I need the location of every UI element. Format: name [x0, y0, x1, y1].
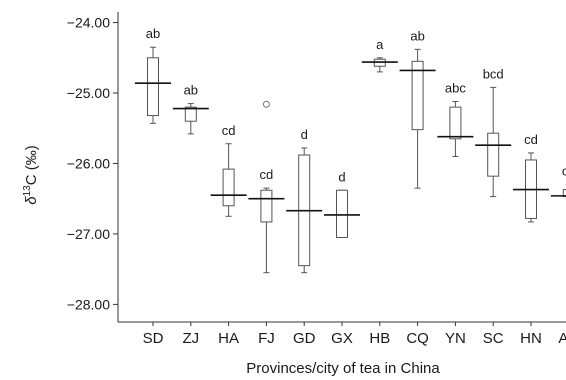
- box-hb: a: [361, 37, 398, 73]
- significance-letter: cd: [222, 123, 236, 138]
- y-tick-label: −26.00: [67, 155, 110, 171]
- significance-letter: ab: [146, 26, 160, 41]
- x-tick-label-fj: FJ: [258, 330, 275, 347]
- box-gd: d: [286, 127, 323, 274]
- box-ah: cd: [550, 164, 566, 200]
- box-gx: d: [324, 169, 360, 238]
- box-yn: abc: [437, 80, 474, 157]
- plot-area: ab ab cd cd d d a ab abc bcd cd cd: [135, 26, 566, 274]
- x-tick-label-gd: GD: [293, 330, 316, 347]
- box-zj: ab: [172, 83, 209, 135]
- x-tick-label-ha: HA: [218, 330, 239, 347]
- significance-letter: bcd: [483, 66, 504, 81]
- box-hn: cd: [513, 132, 549, 223]
- iqr-box: [184, 106, 197, 122]
- iqr-box: [487, 132, 500, 177]
- y-axis: −24.00 −25.00 −26.00 −27.00 −28.00: [67, 15, 118, 312]
- box-fj: cd: [248, 100, 285, 274]
- x-tick-label-yn: YN: [445, 330, 466, 347]
- iqr-box: [336, 189, 348, 238]
- significance-letter: a: [376, 37, 384, 52]
- x-tick-label-ah: AH: [558, 330, 566, 347]
- x-tick-label-sc: SC: [483, 330, 504, 347]
- x-axis-title: Provinces/city of tea in China: [246, 360, 440, 377]
- box-ha: cd: [210, 123, 247, 217]
- x-axis: SD ZJ HA FJ GD GX HB CQ YN SC HN AH: [143, 322, 566, 347]
- x-tick-label-zj: ZJ: [182, 330, 199, 347]
- iqr-box: [562, 189, 566, 198]
- iqr-box: [222, 168, 235, 207]
- box-sd: ab: [135, 26, 171, 124]
- x-tick-label-hb: HB: [369, 330, 390, 347]
- significance-letter: cd: [524, 132, 538, 147]
- iqr-box: [260, 189, 273, 223]
- x-tick-label-cq: CQ: [406, 330, 429, 347]
- significance-letter: ab: [410, 28, 424, 43]
- outlier-point: [262, 100, 270, 108]
- y-axis-title-suffix: C (‰): [23, 145, 40, 185]
- significance-letter: cd: [260, 167, 274, 182]
- y-tick-label: −24.00: [67, 15, 110, 31]
- box-sc: bcd: [475, 66, 512, 198]
- y-tick-label: −25.00: [67, 85, 110, 101]
- significance-letter: abc: [445, 80, 466, 95]
- iqr-box: [449, 106, 462, 140]
- significance-letter: d: [338, 169, 345, 184]
- iqr-box: [411, 60, 424, 131]
- y-axis-title-superscript: 13: [22, 185, 33, 197]
- y-tick-label: −27.00: [67, 226, 110, 242]
- y-axis-title: δ13C (‰): [22, 145, 40, 204]
- significance-letter: d: [301, 127, 308, 142]
- x-tick-label-hn: HN: [520, 330, 542, 347]
- x-tick-label-gx: GX: [331, 330, 353, 347]
- significance-letter: cd: [562, 164, 566, 179]
- iqr-box: [147, 57, 159, 117]
- box-cq: ab: [399, 28, 436, 189]
- x-tick-label-sd: SD: [143, 330, 164, 347]
- y-axis-title-symbol: δ: [23, 196, 40, 205]
- significance-letter: ab: [184, 83, 198, 98]
- y-tick-label: −28.00: [67, 296, 110, 312]
